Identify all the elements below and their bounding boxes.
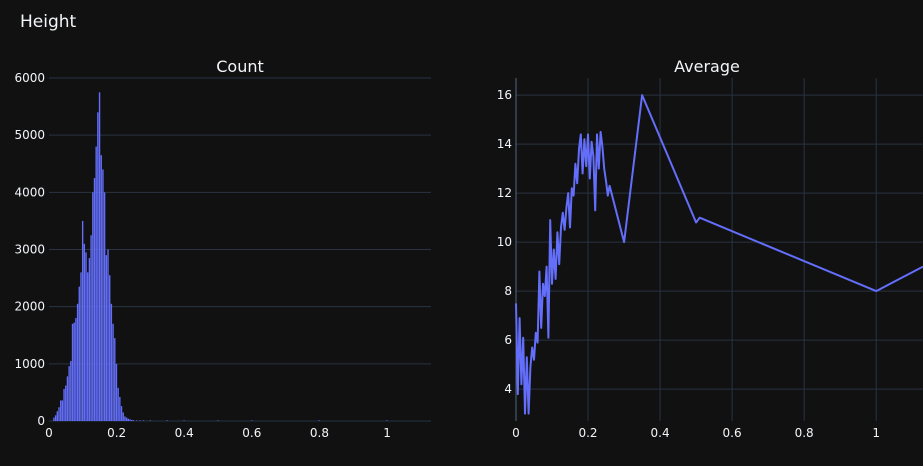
histogram-bar	[129, 419, 131, 421]
histogram-bar	[127, 418, 129, 421]
histogram-bar	[97, 112, 99, 422]
average-chart-title: Average	[674, 57, 740, 76]
histogram-bar	[120, 406, 123, 421]
average-line	[515, 94, 923, 415]
histogram-bar	[109, 275, 111, 421]
histogram-bar	[217, 420, 219, 421]
histogram-bar	[183, 420, 185, 421]
count-chart-title: Count	[216, 57, 264, 76]
histogram-bar	[73, 322, 75, 421]
histogram-bar	[117, 387, 119, 421]
y-tick-label: 6	[504, 333, 512, 347]
x-tick-label: 0.6	[723, 426, 742, 440]
y-tick-label: 14	[497, 137, 512, 151]
histogram-bar	[88, 258, 91, 421]
histogram-bar	[250, 420, 253, 421]
histogram-bar	[93, 178, 96, 421]
histogram-bar	[92, 192, 94, 421]
y-tick-label: 12	[497, 186, 512, 200]
x-tick-label: 0	[512, 426, 520, 440]
histogram-bar	[119, 396, 121, 421]
histogram-bar	[103, 192, 106, 421]
histogram-bar	[58, 407, 60, 421]
x-tick-label: 0.8	[310, 426, 329, 440]
y-tick-label: 4000	[14, 185, 45, 199]
histogram-bar	[124, 416, 126, 421]
histogram-bar	[63, 388, 65, 421]
histogram-bar	[98, 92, 101, 422]
histogram-bar	[107, 249, 109, 421]
histogram-bar	[83, 243, 86, 421]
histogram-bar	[110, 303, 113, 421]
histogram-bar	[122, 412, 124, 421]
histogram-bar	[87, 272, 89, 421]
histogram-bar	[100, 155, 102, 422]
histogram-bar	[78, 286, 80, 421]
histogram-bar	[102, 169, 104, 421]
histogram-bar	[112, 323, 114, 421]
x-tick-label: 0.6	[242, 426, 261, 440]
histogram-bar	[85, 252, 87, 421]
histogram-bar	[386, 420, 388, 421]
histogram-bar	[114, 338, 116, 421]
histogram-bar	[105, 255, 108, 421]
histogram-bar	[53, 417, 55, 421]
y-tick-label: 3000	[14, 243, 45, 257]
x-tick-label: 0	[45, 426, 53, 440]
x-tick-label: 0.4	[651, 426, 670, 440]
average-panel: 4 6 8 10 12 14 16 0 0.2 0.4 0.6 0.8 1 Average	[497, 57, 923, 440]
y-tick-label: 6000	[14, 71, 45, 85]
x-tick-label: 0.2	[107, 426, 126, 440]
histogram-bar	[54, 415, 57, 421]
histogram-bar	[142, 420, 145, 421]
histogram-bar	[139, 420, 141, 421]
histogram-bar	[80, 272, 82, 421]
y-tick-label: 1000	[14, 357, 45, 371]
y-tick-label: 5000	[14, 128, 45, 142]
figure-title: Height	[20, 12, 77, 32]
histogram-bar	[71, 323, 74, 421]
x-tick-label: 0.8	[795, 426, 814, 440]
y-tick-label: 16	[497, 88, 512, 102]
histogram-bar	[61, 400, 64, 421]
histogram-bar	[90, 235, 92, 421]
histogram-bar	[136, 420, 138, 421]
histogram-bar	[132, 420, 135, 421]
histogram-bar	[56, 411, 58, 421]
histogram-bar	[76, 303, 79, 421]
x-tick-label: 1	[872, 426, 880, 440]
count-panel: 0 1000 2000 3000 4000 5000 6000 0 0.2 0.4 0.6 0.8 1…	[14, 57, 431, 440]
histogram-bar	[115, 363, 118, 421]
histogram-bar	[95, 146, 97, 421]
histogram-bar	[125, 417, 128, 421]
x-tick-label: 1	[383, 426, 391, 440]
histogram-bar	[166, 420, 168, 421]
histogram-bar	[65, 385, 67, 421]
histogram-bar	[70, 360, 72, 421]
histogram-bar	[81, 220, 84, 421]
histogram-bar	[149, 420, 151, 421]
y-tick-label: 4	[504, 382, 512, 396]
y-tick-label: 0	[37, 414, 45, 428]
histogram-bar	[66, 376, 69, 421]
y-tick-label: 8	[504, 284, 512, 298]
histogram-bar	[59, 400, 62, 421]
histogram-bar	[130, 419, 133, 421]
x-tick-label: 0.2	[578, 426, 597, 440]
y-tick-label: 2000	[14, 300, 45, 314]
histogram-bar	[318, 420, 320, 421]
histogram-bar	[75, 318, 77, 421]
y-tick-label: 10	[497, 235, 512, 249]
histogram-bar	[68, 366, 70, 421]
x-tick-label: 0.4	[175, 426, 194, 440]
